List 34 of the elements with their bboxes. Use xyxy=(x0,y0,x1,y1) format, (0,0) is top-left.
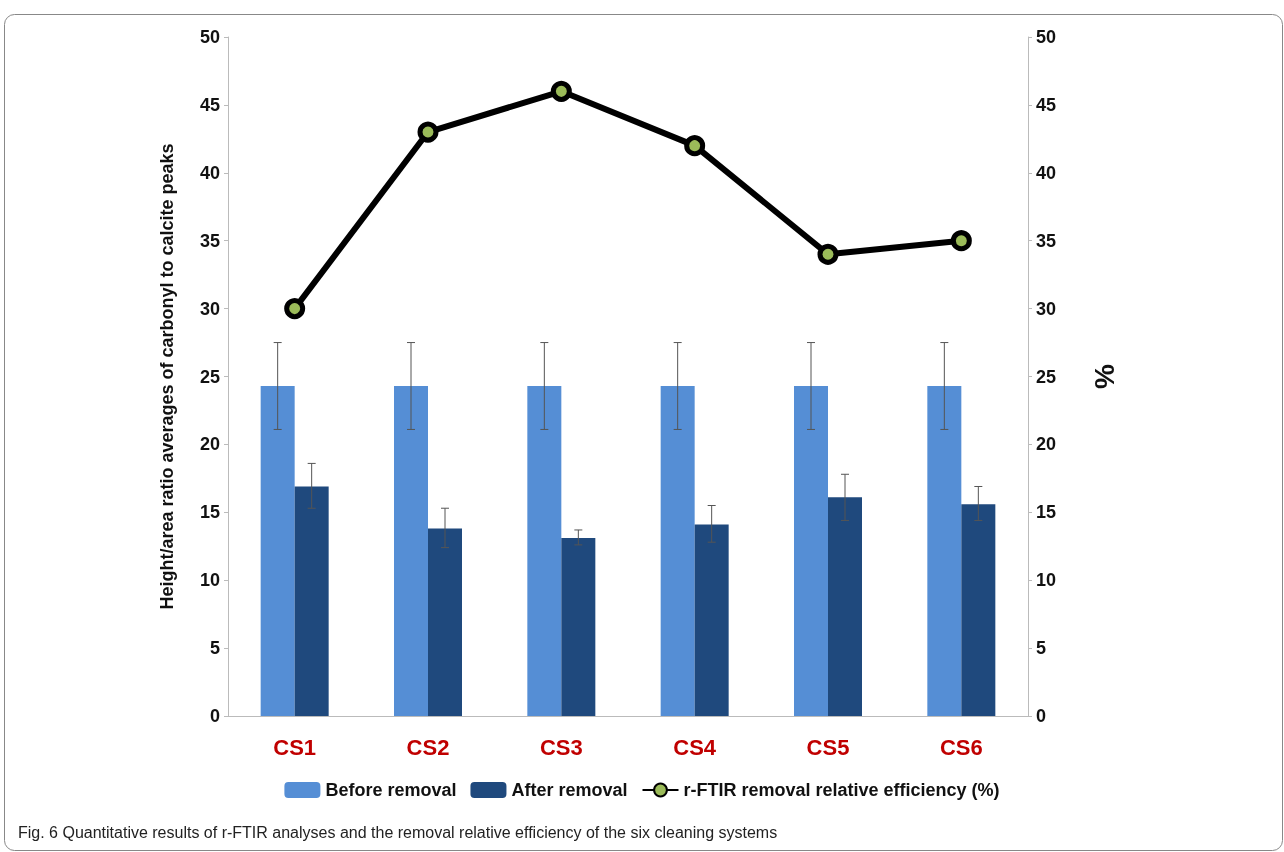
x-tick-label: CS4 xyxy=(673,734,717,760)
y2-tick-label: 45 xyxy=(1036,94,1057,115)
y2-tick-label: 20 xyxy=(1036,434,1057,455)
legend-label: Before removal xyxy=(325,780,457,800)
y-tick-label: 50 xyxy=(199,27,220,47)
caption: Fig. 6 Quantitative results of r-FTIR analyses and the removal relative efficiency of the six cleaning systems xyxy=(18,823,778,841)
y-tick-label: 20 xyxy=(199,434,220,455)
y-tick-label: 35 xyxy=(199,230,220,251)
y2-tick-label: 50 xyxy=(1036,27,1057,47)
y-tick-label: 0 xyxy=(209,706,220,726)
y-tick-label: 40 xyxy=(199,162,220,183)
y-tick-label: 25 xyxy=(199,366,220,387)
legend-label: r-FTIR removal relative efficiency (%) xyxy=(683,780,1000,800)
x-tick-label: CS2 xyxy=(406,734,450,760)
y-axis-title: Height/area ratio averages of carbonyl to calcite peaks xyxy=(157,143,177,610)
y-tick-label: 45 xyxy=(199,94,220,115)
x-tick-label: CS1 xyxy=(273,734,317,760)
y-tick-label: 5 xyxy=(209,638,220,659)
y-tick-label: 15 xyxy=(199,502,220,523)
x-tick-label: CS5 xyxy=(806,734,850,760)
y2-tick-label: 25 xyxy=(1036,366,1057,387)
x-tick-label: CS6 xyxy=(939,734,983,760)
y2-tick-label: 30 xyxy=(1036,298,1057,319)
y2-tick-label: 0 xyxy=(1036,706,1047,726)
x-tick-label: CS3 xyxy=(539,734,583,760)
y2-tick-label: 40 xyxy=(1036,162,1057,183)
y-tick-label: 10 xyxy=(199,570,220,591)
y2-tick-label: 35 xyxy=(1036,230,1057,251)
y2-tick-label: 10 xyxy=(1036,570,1057,591)
y2-tick-label: 15 xyxy=(1036,502,1057,523)
y-tick-label: 30 xyxy=(199,298,220,319)
y2-axis-title: % xyxy=(1088,363,1120,389)
y2-tick-label: 5 xyxy=(1036,638,1047,659)
legend-label: After removal xyxy=(511,780,628,800)
